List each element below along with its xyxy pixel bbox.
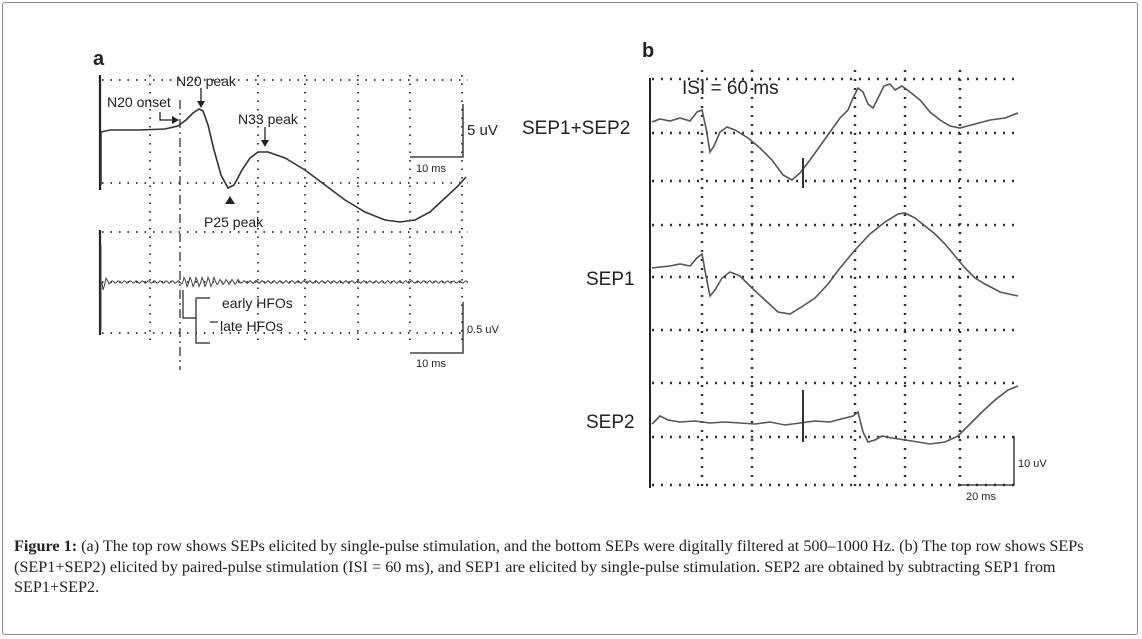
n20-onset-arrow xyxy=(159,112,176,121)
trace-label-sep1: SEP1 xyxy=(586,269,635,290)
panel-b-label: b xyxy=(642,40,654,62)
scale-bar-b xyxy=(960,436,1015,486)
p25-peak-marker xyxy=(225,196,235,204)
scale-bottom-amplitude: 0.5 uV xyxy=(467,324,499,336)
n20-peak-label: N20 peak xyxy=(176,73,237,89)
late-hfo-bracket xyxy=(195,297,210,344)
trace-sep1 xyxy=(651,212,1019,315)
n20-onset-label: N20 onset xyxy=(107,94,171,110)
panel-a-label: a xyxy=(93,48,105,70)
early-hfos-label: early HFOs xyxy=(222,295,293,311)
hfo-trace xyxy=(101,275,468,291)
trace-label-sep2: SEP2 xyxy=(586,412,635,433)
trace-sep2 xyxy=(651,385,1019,445)
trace-label-sep1-sep2: SEP1+SEP2 xyxy=(522,118,630,139)
n20-peak-arrowhead xyxy=(197,101,205,108)
panel-a-grid xyxy=(102,75,468,340)
n33-peak-label: N33 peak xyxy=(238,111,299,127)
scale-bottom-time: 10 ms xyxy=(416,358,446,370)
n33-peak-arrowhead xyxy=(261,140,269,147)
figure-graphic: a N20 peak N20 onset N33 peak P25 peak e… xyxy=(93,40,1047,503)
early-hfo-bracket xyxy=(182,290,196,319)
scale-top-time: 10 ms xyxy=(416,163,446,175)
scale-bar-bottom xyxy=(410,302,464,354)
p25-peak-label: P25 peak xyxy=(204,214,264,230)
isi-label: ISI = 60 ms xyxy=(682,78,779,99)
scale-b-time: 20 ms xyxy=(966,491,996,503)
scale-bar-top xyxy=(410,104,464,158)
caption-label: Figure 1: xyxy=(14,537,78,555)
caption-text: (a) The top row shows SEPs elicited by s… xyxy=(14,537,1084,596)
late-hfos-label: late HFOs xyxy=(220,318,283,334)
sep-trace xyxy=(100,108,467,223)
n20-onset-arrowhead xyxy=(172,116,179,124)
scale-b-amplitude: 10 uV xyxy=(1018,458,1047,470)
scale-top-amplitude: 5 uV xyxy=(467,122,498,139)
trace-sep1-sep2 xyxy=(651,83,1019,181)
figure-caption: Figure 1: (a) The top row shows SEPs eli… xyxy=(14,536,1132,598)
